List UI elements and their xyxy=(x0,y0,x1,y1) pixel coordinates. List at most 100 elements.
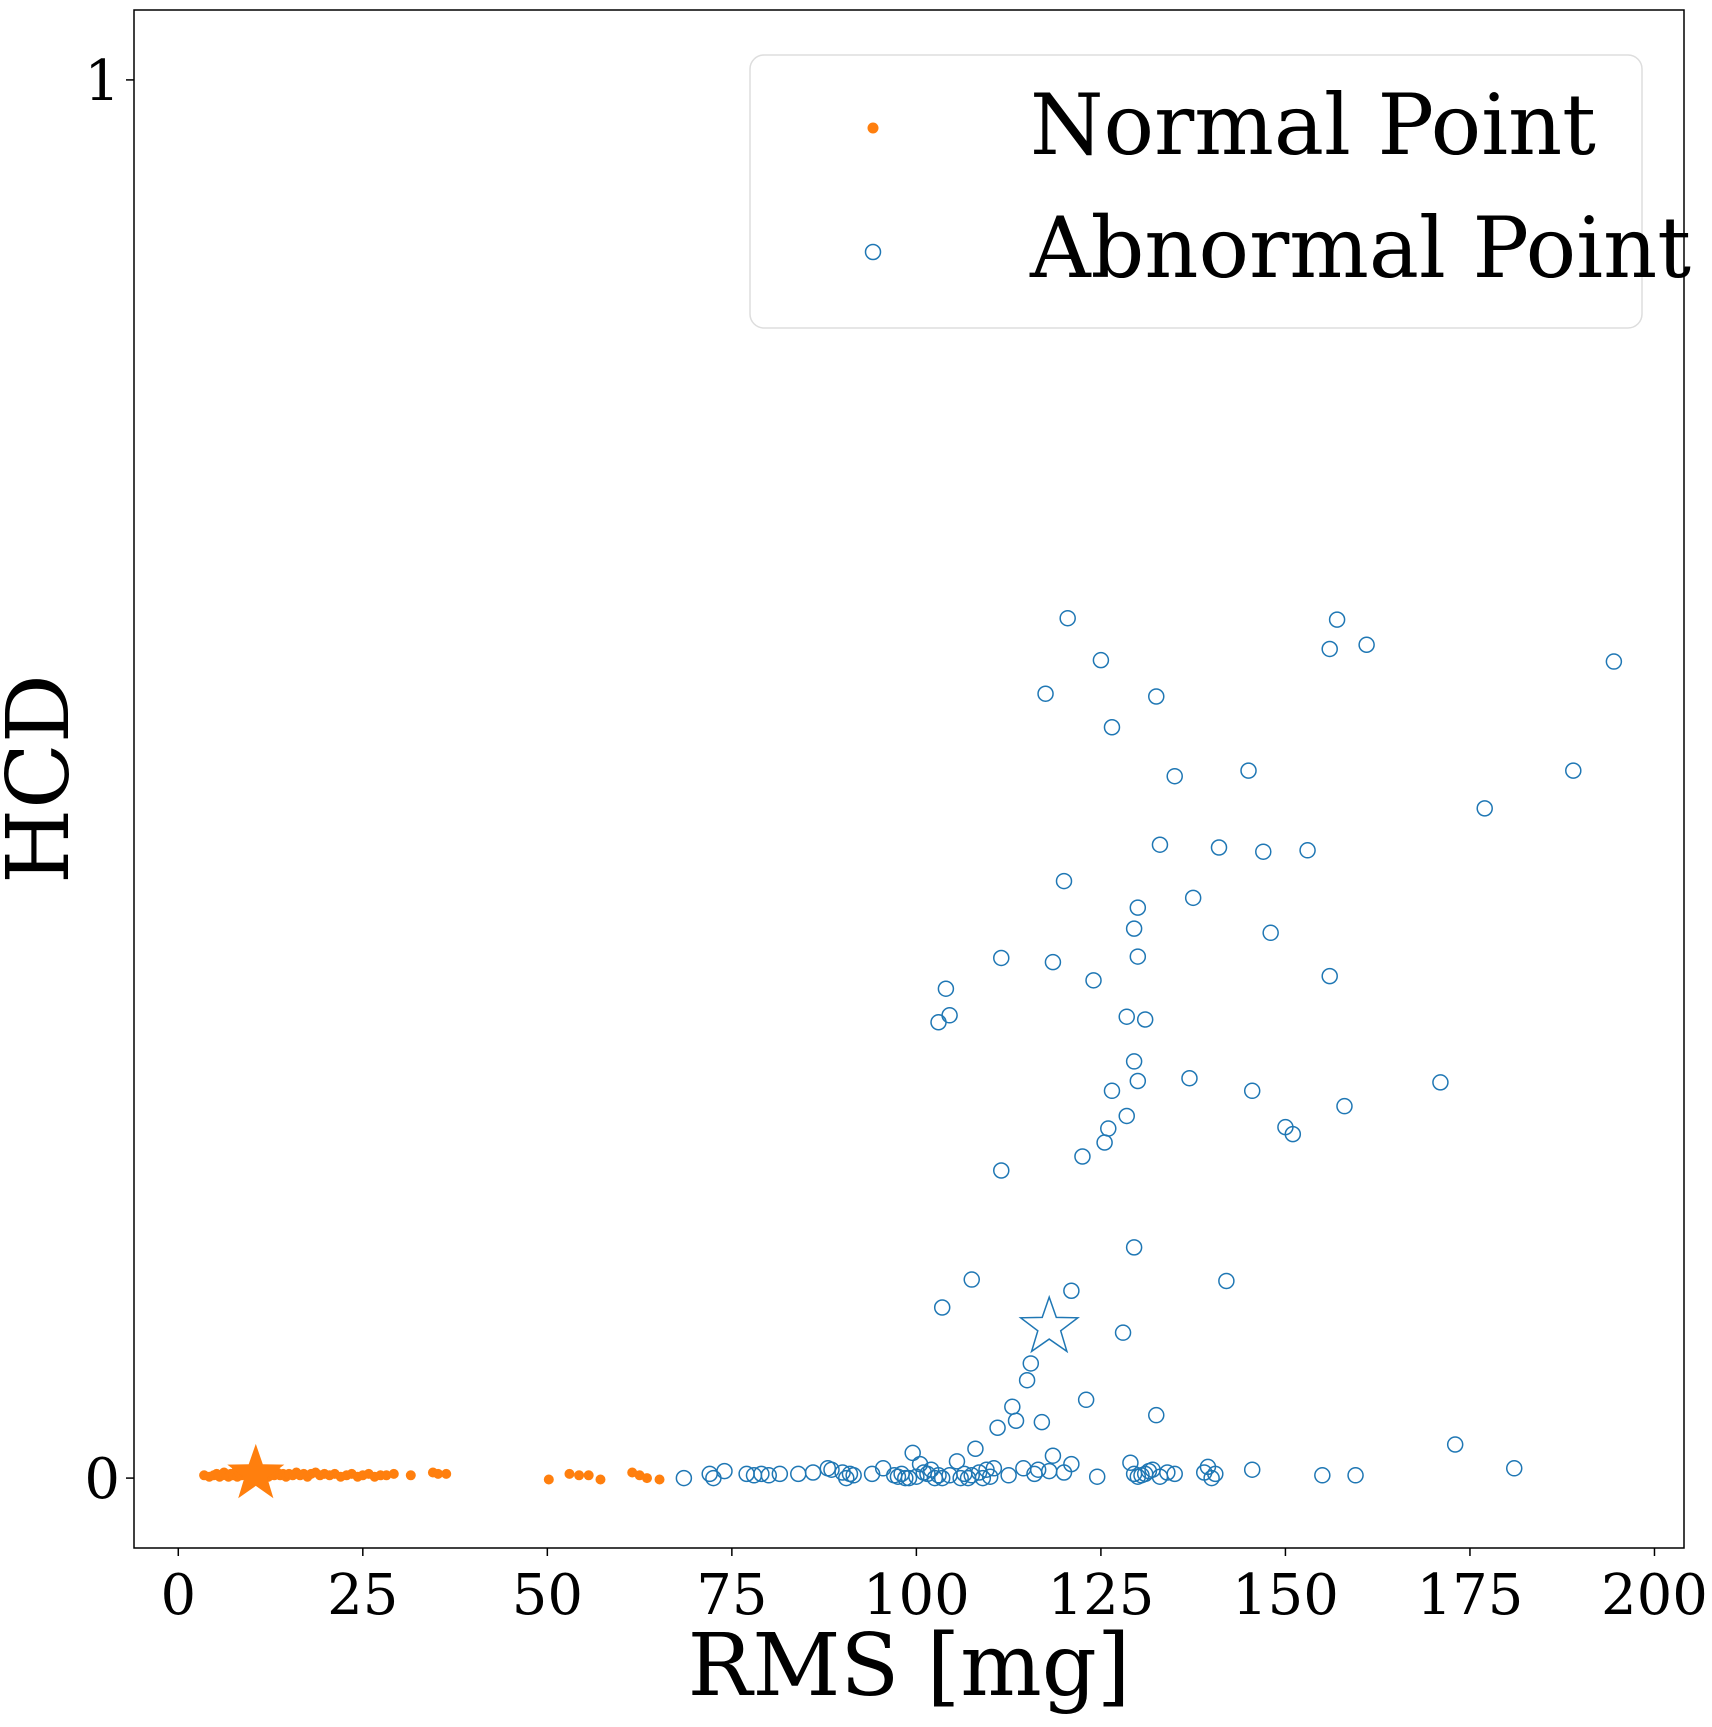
normal-point xyxy=(405,1470,416,1481)
points-layer xyxy=(199,609,1623,1499)
abnormal-point xyxy=(1125,1053,1143,1070)
abnormal-point xyxy=(1446,1436,1464,1453)
abnormal-point xyxy=(1063,1455,1080,1473)
abnormal-point xyxy=(989,1419,1006,1437)
abnormal-point xyxy=(863,1465,881,1483)
x-tick-label: 150 xyxy=(1232,1563,1339,1628)
y-tick-label: 1 xyxy=(84,49,120,114)
abnormal-point xyxy=(1181,1069,1198,1087)
abnormal-point xyxy=(1044,1447,1062,1464)
abnormal-point xyxy=(1476,800,1493,817)
abnormal-point xyxy=(1129,948,1147,965)
legend: Normal Point Abnormal Point xyxy=(749,54,1691,329)
abnormal-point xyxy=(1166,1465,1183,1483)
x-tick-label: 100 xyxy=(863,1563,970,1628)
plot-frame xyxy=(133,9,1685,1549)
x-tick-label: 175 xyxy=(1417,1563,1524,1628)
abnormal-point xyxy=(1505,1460,1523,1477)
abnormal-point xyxy=(1092,651,1110,669)
abnormal-point xyxy=(1074,1148,1091,1165)
abnormal-point xyxy=(1299,842,1316,859)
abnormal-point xyxy=(1118,1107,1135,1125)
abnormal-point xyxy=(1148,688,1165,705)
abnormal-point xyxy=(1004,1398,1021,1416)
abnormal-point xyxy=(1240,762,1257,779)
normal-point xyxy=(381,1470,392,1481)
abnormal-point xyxy=(1159,1464,1176,1481)
normal-centroid-star xyxy=(227,1443,285,1499)
abnormal-point xyxy=(1148,1406,1165,1424)
abnormal-point xyxy=(1100,1120,1117,1137)
abnormal-point xyxy=(1347,1467,1364,1484)
normal-point xyxy=(641,1473,652,1484)
abnormal-point xyxy=(1000,1467,1017,1484)
x-tick-label: 75 xyxy=(696,1563,767,1628)
y-axis-title: HCD xyxy=(0,674,89,884)
normal-point xyxy=(433,1468,444,1479)
x-tick-label: 200 xyxy=(1601,1563,1708,1628)
abnormal-point xyxy=(1063,1282,1080,1299)
abnormal-point xyxy=(823,1461,840,1478)
abnormal-point xyxy=(1114,1324,1132,1341)
normal-point xyxy=(654,1474,665,1485)
abnormal-point xyxy=(963,1467,980,1484)
normal-point xyxy=(564,1468,575,1479)
abnormal-point xyxy=(889,1468,907,1485)
abnormal-point xyxy=(1040,1462,1058,1480)
abnormal-point xyxy=(1136,1011,1154,1028)
abnormal-point xyxy=(952,1469,969,1487)
abnormal-point xyxy=(771,1465,789,1483)
abnormal-point xyxy=(963,1271,980,1288)
abnormal-point xyxy=(1085,972,1102,989)
abnormal-point xyxy=(1358,636,1375,654)
abnormal-point xyxy=(1243,1461,1261,1478)
abnormal-point xyxy=(753,1465,770,1483)
abnormal-point xyxy=(1432,1074,1449,1091)
abnormal-point xyxy=(1328,611,1346,628)
abnormal-point xyxy=(897,1469,914,1487)
abnormal-point xyxy=(1203,1469,1220,1487)
abnormal-point xyxy=(1029,1461,1047,1478)
x-axis-title: RMS [mg] xyxy=(688,1616,1131,1716)
abnormal-point xyxy=(1018,1371,1036,1389)
abnormal-point xyxy=(790,1465,807,1483)
abnormal-point xyxy=(675,1469,693,1487)
abnormal-point xyxy=(701,1465,718,1483)
normal-point xyxy=(574,1470,585,1481)
normal-point xyxy=(583,1470,594,1481)
abnormal-point xyxy=(1077,1391,1095,1409)
abnormal-point xyxy=(1166,767,1183,785)
legend-abnormal-label: Abnormal Point xyxy=(1029,199,1691,297)
abnormal-point xyxy=(1284,1125,1302,1143)
abnormal-point xyxy=(981,1468,999,1485)
abnormal-point xyxy=(838,1469,855,1487)
y-tick-label: 0 xyxy=(84,1447,120,1512)
abnormal-centroid-star xyxy=(1018,1294,1080,1354)
abnormal-point xyxy=(1314,1467,1331,1484)
abnormal-point xyxy=(967,1440,984,1457)
abnormal-point xyxy=(1321,967,1338,985)
abnormal-point xyxy=(1125,920,1143,937)
normal-point xyxy=(441,1468,452,1479)
normal-point xyxy=(595,1474,606,1485)
abnormal-point xyxy=(1007,1412,1025,1430)
abnormal-point xyxy=(941,1007,958,1024)
abnormal-point xyxy=(1125,1239,1143,1256)
normal-point xyxy=(543,1474,554,1485)
abnormal-point xyxy=(974,1469,992,1487)
abnormal-point xyxy=(1103,1082,1121,1100)
abnormal-point xyxy=(1129,1072,1147,1090)
abnormal-point xyxy=(933,1299,951,1316)
x-tick-label: 50 xyxy=(512,1563,583,1628)
abnormal-point xyxy=(705,1469,722,1487)
legend-normal-label: Normal Point xyxy=(1030,76,1596,174)
abnormal-point xyxy=(1129,899,1147,916)
abnormal-point xyxy=(933,1469,951,1487)
abnormal-point xyxy=(760,1467,778,1484)
abnormal-point xyxy=(993,1162,1010,1179)
abnormal-point xyxy=(1321,640,1338,658)
abnormal-point xyxy=(1022,1355,1040,1372)
abnormal-point xyxy=(1037,685,1054,702)
